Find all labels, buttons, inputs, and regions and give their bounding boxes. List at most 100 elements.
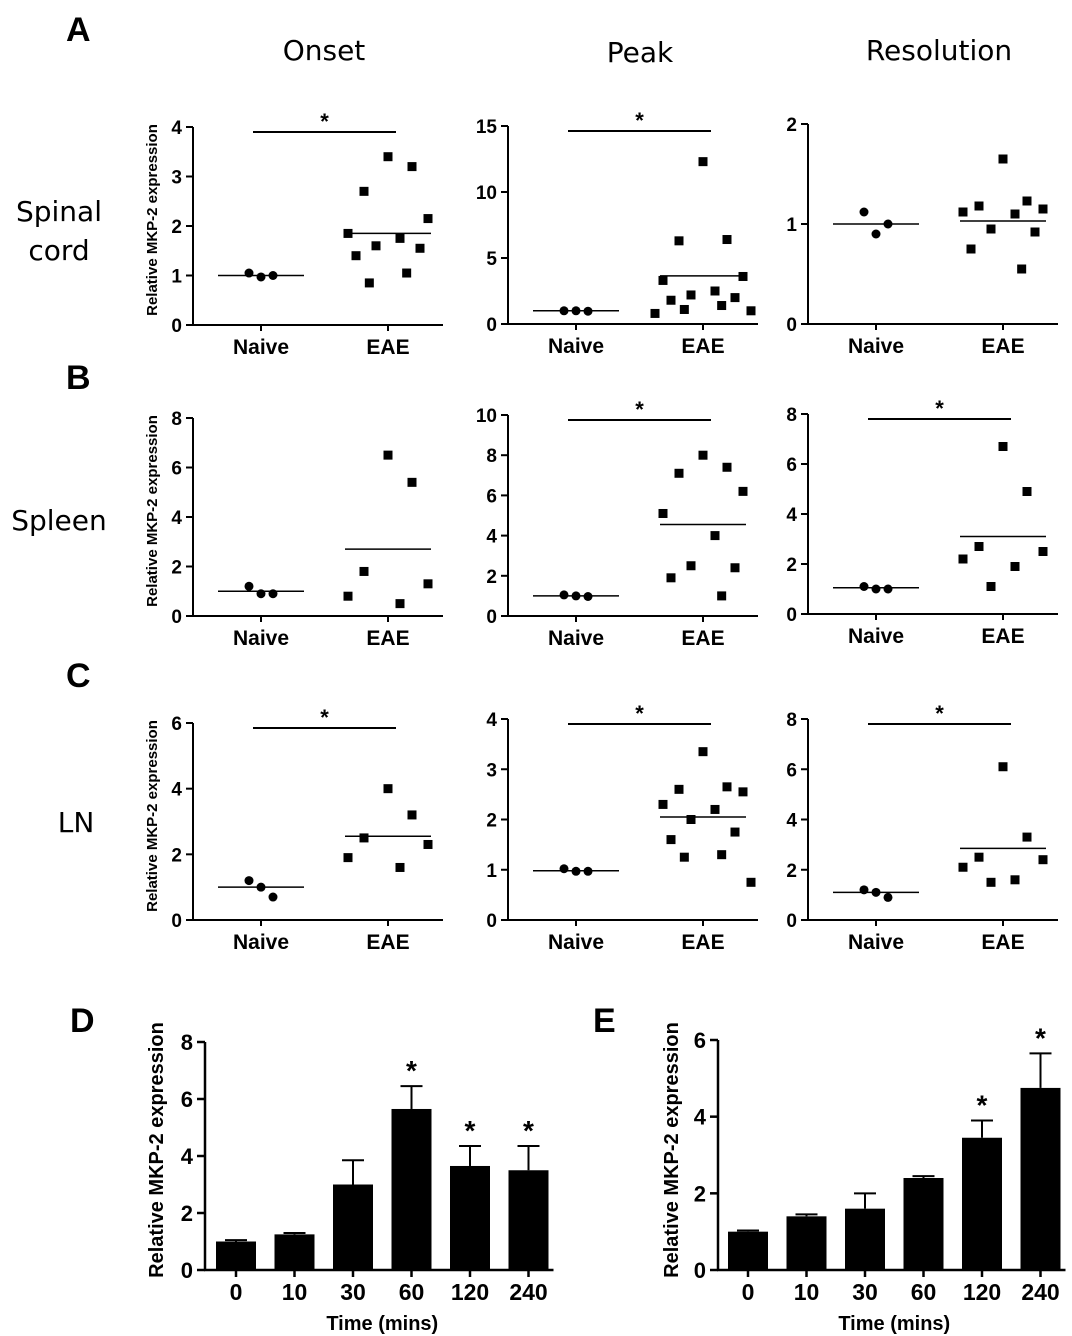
eae-point (958, 862, 968, 872)
eae-point (738, 787, 748, 797)
eae-point (679, 852, 689, 862)
y-tick-label: 2 (171, 217, 182, 238)
scatter-plot-b-resolution: 0 2 4 6 8 Naive EAE * (786, 396, 1058, 648)
x-category-label: 240 (1021, 1279, 1059, 1305)
eae-point (423, 579, 433, 589)
eae-point (407, 162, 417, 172)
eae-point (722, 235, 732, 245)
scatter-plot-a-onset: 0 1 2 3 4 Naive EAE * (171, 109, 443, 359)
y-tick-label: 6 (181, 1087, 193, 1112)
naive-point (871, 584, 881, 594)
y-tick-label: 4 (786, 505, 797, 526)
y-tick-label: 4 (171, 508, 182, 529)
scatter-plot-b-onset: 0 2 4 6 8 Naive EAE (171, 409, 443, 650)
significance-star: * (465, 1115, 476, 1146)
eae-point (423, 214, 433, 224)
y-tick-label: 0 (171, 911, 182, 932)
y-tick-label: 5 (486, 249, 497, 270)
x-category-label: Naive (848, 931, 904, 954)
y-tick-label: 6 (486, 486, 497, 507)
eae-point (666, 835, 676, 845)
column-header-onset: Onset (283, 34, 366, 67)
y-tick-label: 10 (476, 183, 497, 204)
naive-point (883, 892, 893, 902)
column-header-resolution: Resolution (866, 34, 1012, 67)
y-tick-label: 8 (786, 710, 797, 731)
eae-point (717, 591, 727, 601)
eae-point (343, 853, 353, 863)
x-category-label: 60 (911, 1279, 937, 1305)
eae-point (1022, 832, 1032, 842)
eae-point (364, 278, 374, 288)
eae-point (730, 563, 740, 573)
eae-point (658, 508, 668, 518)
y-axis-label: Relative MKP-2 expression (146, 1022, 168, 1278)
eae-point (717, 301, 727, 311)
eae-point (1010, 562, 1020, 571)
x-category-label: EAE (981, 625, 1024, 648)
panel-letter-b: B (66, 359, 91, 397)
eae-point (395, 862, 405, 872)
x-category-label: EAE (681, 627, 724, 650)
y-tick-label: 2 (786, 861, 797, 882)
scatter-plot-b-peak: 0 2 4 6 8 10 Naive EAE * (476, 397, 758, 650)
significance-star: * (320, 109, 329, 134)
eae-point (383, 450, 393, 460)
eae-point (698, 157, 708, 167)
x-category-label: 120 (963, 1279, 1001, 1305)
y-tick-label: 2 (486, 811, 497, 832)
naive-point (244, 581, 254, 591)
eae-point (383, 152, 393, 162)
x-category-label: EAE (981, 335, 1024, 358)
x-category-label: 30 (340, 1279, 366, 1305)
eae-point (402, 268, 412, 278)
x-category-label: 10 (282, 1279, 308, 1305)
x-category-label: EAE (681, 931, 724, 954)
y-tick-label: 4 (171, 780, 182, 801)
significance-star: * (977, 1090, 988, 1121)
panel-letter-e: E (593, 1002, 616, 1040)
panel-letter-c: C (66, 657, 91, 695)
y-tick-label: 3 (486, 760, 497, 781)
naive-point (244, 876, 254, 886)
significance-star: * (523, 1115, 534, 1146)
eae-point (1038, 204, 1048, 214)
scatter-plot-c-resolution: 0 2 4 6 8 Naive EAE * (786, 701, 1058, 954)
x-category-label: 0 (742, 1279, 755, 1305)
eae-point (722, 782, 732, 792)
eae-point (974, 852, 984, 862)
eae-point (1010, 875, 1020, 885)
eae-point (395, 233, 405, 243)
eae-point (658, 275, 668, 285)
eae-point (998, 442, 1008, 451)
scatter-plot-c-onset: 0 2 4 6 Naive EAE * (171, 705, 443, 954)
eae-point (686, 561, 696, 571)
y-tick-label: 8 (171, 409, 182, 430)
eae-point (698, 747, 708, 757)
row-header-spinal-cord: Spinal cord (16, 195, 102, 267)
y-tick-label: 0 (181, 1258, 193, 1283)
eae-point (698, 450, 708, 460)
significance-star: * (635, 397, 644, 422)
x-category-label: Naive (548, 627, 604, 650)
y-tick-label: 2 (786, 115, 797, 136)
y-tick-label: 4 (181, 1144, 194, 1169)
eae-point (746, 877, 756, 887)
naive-point (268, 892, 278, 902)
naive-point (871, 229, 881, 239)
eae-point (415, 243, 425, 253)
y-tick-label: 6 (786, 455, 797, 476)
scatter-plot-a-resolution: 0 1 2 Naive EAE (786, 115, 1058, 358)
eae-point (986, 877, 996, 887)
eae-point (423, 839, 433, 849)
eae-point (710, 804, 720, 814)
y-tick-label: 6 (171, 459, 182, 480)
y-tick-label: 4 (486, 527, 497, 548)
y-tick-label: 0 (486, 315, 497, 336)
eae-point (986, 224, 996, 234)
x-category-label: EAE (366, 627, 409, 650)
eae-point (958, 554, 968, 564)
eae-point (650, 308, 660, 318)
x-category-label: Naive (848, 335, 904, 358)
